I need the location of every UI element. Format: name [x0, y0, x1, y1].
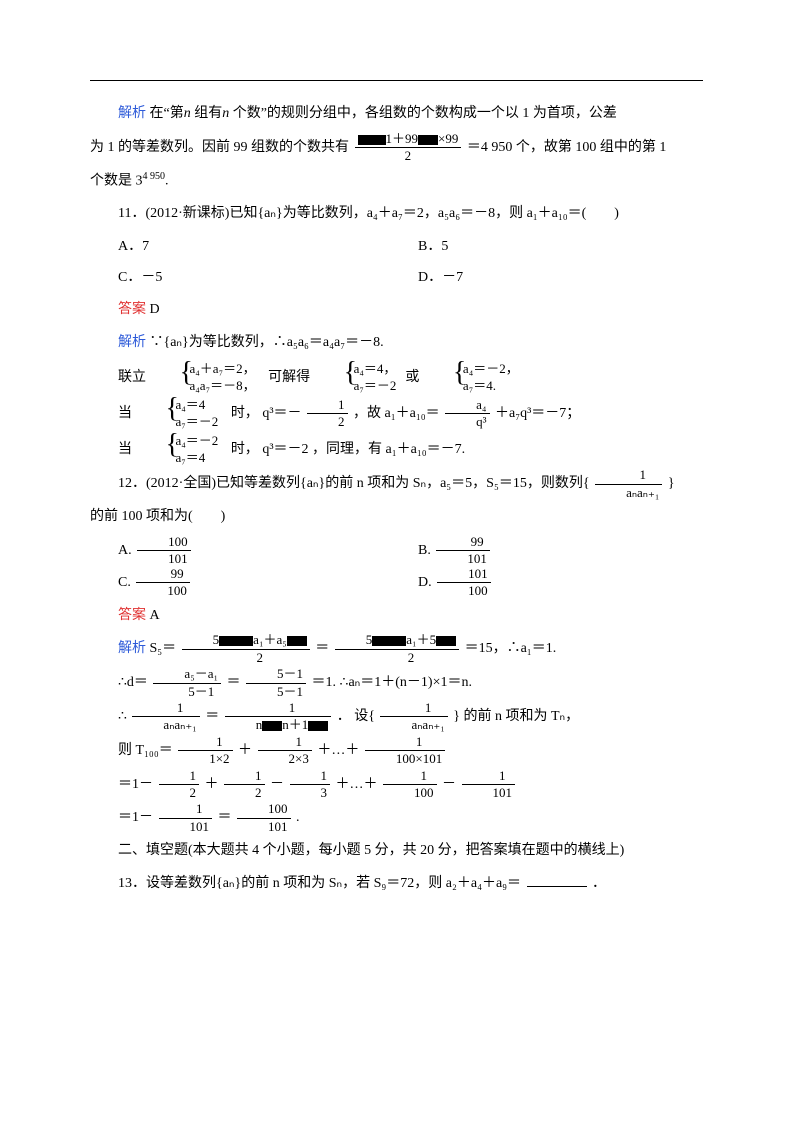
- q12-dline: ∴d＝ a₅－a₁5－1 ＝ 5－15－1 ＝1. ∴aₙ＝1＋(n－1)×1＝…: [90, 667, 703, 699]
- p10-t2: 为 1 的等差数列。因前 99 组数的个数共有: [90, 140, 349, 155]
- jiexi-label: 解析: [118, 335, 146, 350]
- p10-eq: ＝4 950 个，故第 100 组中的第 1: [467, 140, 667, 155]
- p10-frac: 1＋99×99 2: [355, 132, 462, 164]
- p10-t1c: 个数”的规则分组中，各组数的个数构成一个以 1 为首项，公差: [233, 106, 617, 121]
- q12-head-line2: 的前 100 项和为( ): [90, 502, 703, 533]
- q12-answer: 答案 A: [90, 601, 703, 632]
- q12-optB: B. 99101: [390, 535, 590, 567]
- p10-line2: 为 1 的等差数列。因前 99 组数的个数共有 1＋99×99 2 ＝4 950…: [90, 132, 703, 164]
- p10-t3: 个数是 3: [90, 173, 143, 188]
- q11-systems: 联立 a₄＋a₇＝2， a₄a₇＝－8， 可解得 a₄＝4， a₇＝－2 或 a…: [90, 361, 703, 395]
- jiexi-label: 解析: [118, 106, 146, 121]
- document-page: 解析 在“第n 组有n 个数”的规则分组中，各组数的个数构成一个以 1 为首项，…: [0, 0, 793, 1122]
- q12-answer-val: A: [150, 608, 160, 623]
- q12-options-row1: A. 100101 B. 99101: [90, 535, 703, 567]
- frac-a4q3: a₄ q³: [445, 398, 489, 430]
- q11-answer: 答案 D: [90, 295, 703, 326]
- q11-jiexi-text: ∵{aₙ}为等比数列，∴a₅a₆＝a₄a₇＝－8.: [150, 335, 384, 350]
- q11-options-row2: C．－5 D．－7: [90, 263, 703, 294]
- brace-case2: a₄＝－2 a₇＝4: [138, 433, 219, 467]
- q12-options-row2: C. 99100 D. 101100: [90, 567, 703, 599]
- q11-optA: A．7: [90, 232, 390, 263]
- q11-case1: 当 a₄＝4 a₇＝－2 时， q³＝－ 1 2 ，故 a₁＋a₁₀＝ a₄ q…: [90, 397, 703, 431]
- jiexi-label: 解析: [118, 641, 146, 656]
- header-rule: [90, 80, 703, 81]
- brace-sys1: a₄＋a₇＝2， a₄a₇＝－8，: [152, 361, 256, 395]
- redaction-block: [436, 636, 456, 646]
- p10-t1b: 组有: [194, 106, 222, 121]
- p10-t1: 在“第: [150, 106, 184, 121]
- brace-sys3: a₄＝－2， a₇＝4.: [425, 361, 519, 395]
- redaction-block: [219, 636, 253, 646]
- brace-sys2: a₄＝4， a₇＝－2: [316, 361, 397, 395]
- redaction-block: [418, 135, 438, 145]
- s5-frac1: 5a₁＋a₅ 2: [182, 633, 310, 665]
- q11-options-row1: A．7 B．5: [90, 232, 703, 263]
- q11-answer-val: D: [150, 302, 160, 317]
- p10-line1: 解析 在“第n 组有n 个数”的规则分组中，各组数的个数构成一个以 1 为首项，…: [90, 99, 703, 130]
- redaction-block: [372, 636, 406, 646]
- q13-line: 13．设等差数列{aₙ}的前 n 项和为 Sₙ，若 S₉＝72，则 a₂＋a₄＋…: [90, 869, 703, 900]
- q12-optD: D. 101100: [390, 567, 590, 599]
- q12-head-line1: 12．(2012·全国)已知等差数列{aₙ}的前 n 项和为 Sₙ，a₅＝5，S…: [90, 468, 703, 500]
- fill-blank[interactable]: [527, 872, 587, 887]
- redaction-block: [287, 636, 307, 646]
- daan-label: 答案: [118, 302, 146, 317]
- q12-optC: C. 99100: [90, 567, 390, 599]
- q12-t100line: 则 T₁₀₀＝ 11×2 ＋ 12×3 ＋…＋ 1100×101: [90, 735, 703, 767]
- q11-optB: B．5: [390, 232, 590, 263]
- q12-optA: A. 100101: [90, 535, 390, 567]
- s5-frac2: 5a₁＋5 2: [335, 633, 459, 665]
- frac-half: 1 2: [307, 398, 348, 430]
- q12-termline: ∴ 1aₙaₙ₊₁ ＝ 1 nn＋1 ． 设{ 1aₙaₙ₊₁ } 的前 n 项…: [90, 701, 703, 733]
- brace-case1: a₄＝4 a₇＝－2: [138, 397, 219, 431]
- redaction-block: [262, 721, 282, 731]
- q11-optC: C．－5: [90, 263, 390, 294]
- p10-line3: 个数是 34 950.: [90, 166, 703, 197]
- q11-optD: D．－7: [390, 263, 590, 294]
- q12-resultline: ＝1－ 1101 ＝ 100101 .: [90, 802, 703, 834]
- q11-jiexi: 解析 ∵{aₙ}为等比数列，∴a₅a₆＝a₄a₇＝－8.: [90, 328, 703, 359]
- q12-head-frac: 1 aₙaₙ₊₁: [595, 468, 662, 500]
- term-frac2: 1 nn＋1: [225, 701, 332, 733]
- q12-s5line: 解析 S₅＝ 5a₁＋a₅ 2 ＝ 5a₁＋5 2 ＝15，∴a₁＝1.: [90, 633, 703, 665]
- daan-label: 答案: [118, 608, 146, 623]
- q11-case2: 当 a₄＝－2 a₇＝4 时， q³＝－2 ，同理，有 a₁＋a₁₀＝－7.: [90, 433, 703, 467]
- redaction-block: [358, 135, 386, 145]
- section2-heading: 二、填空题(本大题共 4 个小题，每小题 5 分，共 20 分，把答案填在题中的…: [90, 836, 703, 867]
- q12-expandline: ＝1－ 12 ＋ 12 － 13 ＋…＋ 1100 － 1101: [90, 769, 703, 801]
- redaction-block: [308, 721, 328, 731]
- q11-head: 11．(2012·新课标)已知{aₙ}为等比数列，a₄＋a₇＝2，a₅a₆＝－8…: [90, 199, 703, 230]
